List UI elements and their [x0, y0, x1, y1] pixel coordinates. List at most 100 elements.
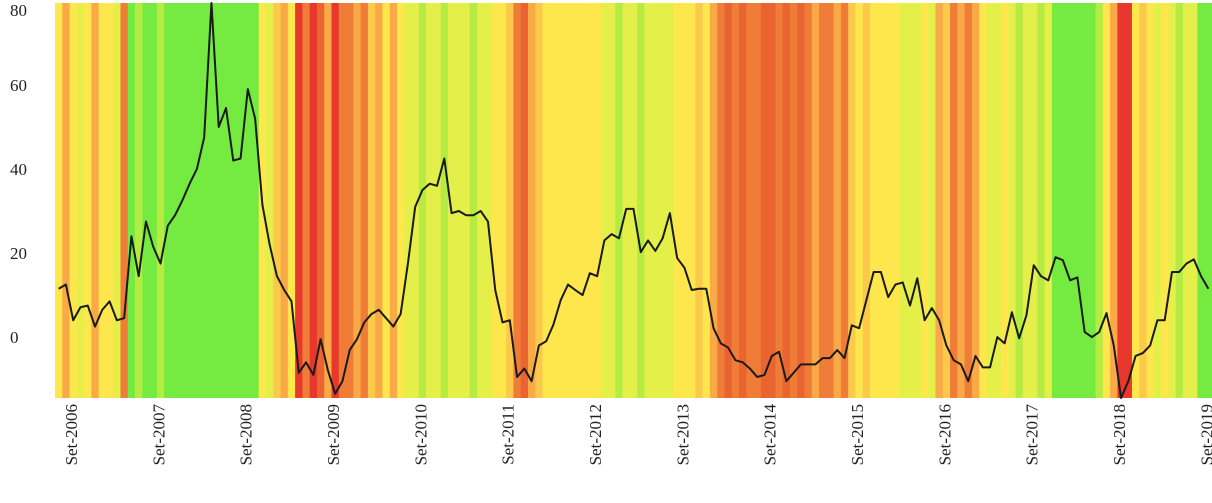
background-band [658, 3, 667, 398]
background-band [91, 3, 100, 398]
background-band [615, 3, 624, 398]
background-band [680, 3, 689, 398]
background-band [1051, 3, 1060, 398]
background-band [1037, 3, 1046, 398]
background-band [520, 3, 529, 398]
background-band [549, 3, 558, 398]
background-band [586, 3, 595, 398]
x-tick-label: Set-2012 [586, 404, 605, 465]
background-band [491, 3, 500, 398]
background-band [833, 3, 842, 398]
background-band [404, 3, 413, 398]
background-band [1204, 3, 1212, 398]
background-band [913, 3, 922, 398]
background-band [971, 3, 980, 398]
background-band [884, 3, 893, 398]
background-band [1095, 3, 1104, 398]
y-tick-label: 60 [10, 76, 27, 95]
background-band [1124, 3, 1133, 398]
background-band [389, 3, 398, 398]
background-band [760, 3, 769, 398]
x-tick-label: Set-2015 [848, 404, 867, 465]
background-band [942, 3, 951, 398]
background-band [564, 3, 573, 398]
background-band [986, 3, 995, 398]
background-band [622, 3, 631, 398]
background-band [484, 3, 493, 398]
background-band [899, 3, 907, 398]
background-band [782, 3, 791, 398]
y-tick-label: 40 [10, 160, 27, 179]
background-band [360, 3, 369, 398]
background-band [935, 3, 944, 398]
x-tick-label: Set-2016 [935, 404, 954, 465]
line [58, 2, 1210, 399]
background-band [1044, 3, 1053, 398]
background-band [280, 3, 289, 398]
background-band [287, 3, 296, 398]
background-band [535, 3, 544, 398]
background-band [768, 3, 776, 398]
background-band [855, 3, 864, 398]
x-tick-label: Set-2014 [761, 404, 780, 466]
background-band [1073, 3, 1082, 398]
background-band [164, 3, 173, 398]
background-band [702, 3, 711, 398]
background-band [644, 3, 653, 398]
background-band [848, 3, 857, 398]
background-band [1131, 3, 1140, 398]
background-band [411, 3, 420, 398]
background-band [309, 3, 318, 398]
background-band [84, 3, 92, 398]
background-band [353, 3, 362, 398]
background-band [1146, 3, 1155, 398]
background-band [338, 3, 347, 398]
background-band [527, 3, 536, 398]
background-band [862, 3, 871, 398]
background-band [1102, 3, 1111, 398]
background-band [1182, 3, 1191, 398]
background-band [629, 3, 638, 398]
background-band [440, 3, 449, 398]
background-band [375, 3, 384, 398]
x-tick-label: Set-2008 [237, 404, 256, 465]
background-band [346, 3, 354, 398]
background-band [724, 3, 733, 398]
background-band [1088, 3, 1097, 398]
background-band [775, 3, 784, 398]
background-band [1153, 3, 1162, 398]
x-tick-label: Set-2009 [324, 404, 343, 465]
background-band [171, 3, 180, 398]
background-band [797, 3, 806, 398]
background-band [826, 3, 835, 398]
background-band [739, 3, 747, 398]
background-band [651, 3, 660, 398]
x-tick-label: Set-2017 [1023, 404, 1042, 466]
background-band [1000, 3, 1009, 398]
background-band [367, 3, 376, 398]
background-band [731, 3, 740, 398]
background-band [135, 3, 143, 398]
background-band [185, 3, 194, 398]
background-band [156, 3, 165, 398]
background-band [542, 3, 551, 398]
y-tick-label: 80 [10, 1, 27, 20]
background-band [469, 3, 478, 398]
background-band [462, 3, 471, 398]
background-band [717, 3, 726, 398]
x-tick-label: Set-2006 [62, 404, 81, 465]
background-band [127, 3, 136, 398]
background-band [1110, 3, 1119, 398]
background-band [229, 3, 238, 398]
background-band [513, 3, 522, 398]
background-band [1190, 3, 1199, 398]
background-band [433, 3, 442, 398]
background-band [746, 3, 755, 398]
x-tick-label: Set-2011 [499, 404, 518, 465]
background-band [55, 3, 63, 398]
background-band [877, 3, 886, 398]
background-band [840, 3, 849, 398]
background-band [578, 3, 587, 398]
background-band [1081, 3, 1089, 398]
